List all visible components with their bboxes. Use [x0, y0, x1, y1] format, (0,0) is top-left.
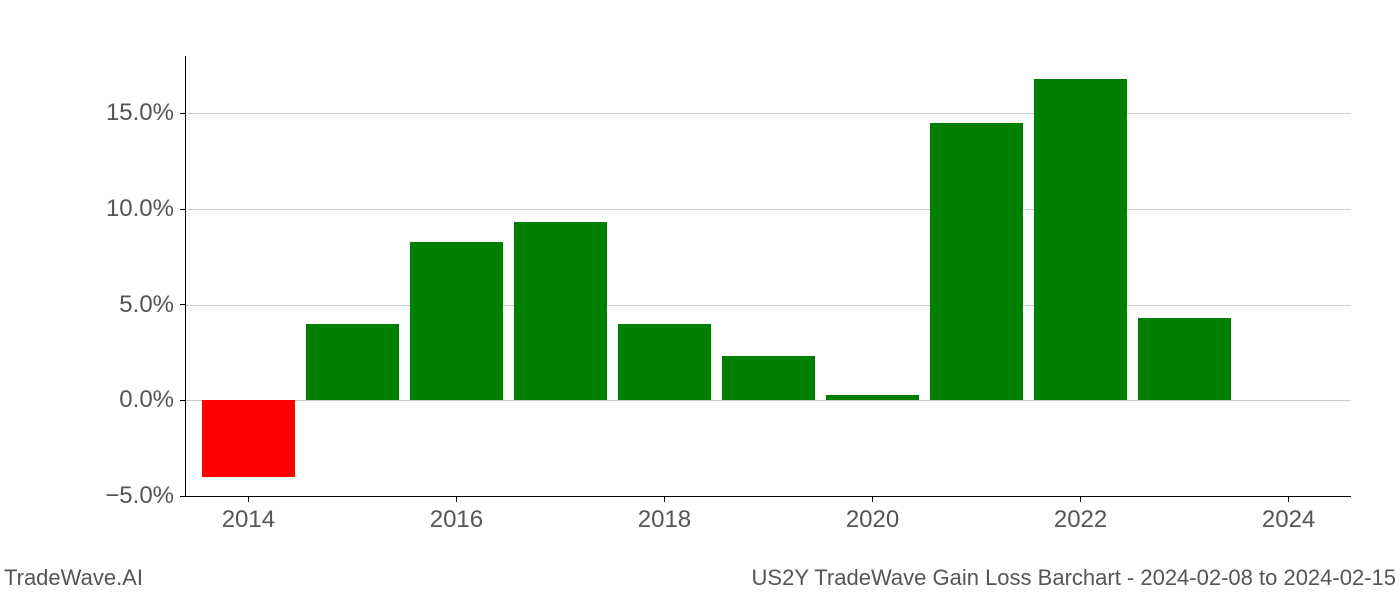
- y-axis-line: [185, 56, 186, 496]
- footer-left-text: TradeWave.AI: [4, 565, 143, 591]
- x-tick-label: 2014: [208, 506, 288, 534]
- plot-area: [186, 56, 1351, 496]
- bar: [1034, 79, 1128, 400]
- bar: [514, 222, 608, 400]
- x-tick-label: 2020: [833, 506, 913, 534]
- bar: [930, 123, 1024, 400]
- bar: [722, 356, 816, 400]
- x-tick-label: 2024: [1249, 506, 1329, 534]
- x-axis-line: [186, 496, 1351, 497]
- grid-line: [186, 113, 1351, 114]
- y-tick-label: 10.0%: [84, 195, 174, 223]
- bar: [826, 395, 920, 401]
- grid-line: [186, 305, 1351, 306]
- bar: [410, 242, 504, 401]
- bar: [618, 324, 712, 401]
- y-tick-label: 0.0%: [84, 386, 174, 414]
- chart-container: { "chart": { "type": "bar", "background_…: [0, 0, 1400, 600]
- grid-line: [186, 209, 1351, 210]
- y-tick-label: 5.0%: [84, 291, 174, 319]
- x-tick-label: 2018: [624, 506, 704, 534]
- x-tick-label: 2022: [1041, 506, 1121, 534]
- y-tick-label: −5.0%: [84, 482, 174, 510]
- footer-right-text: US2Y TradeWave Gain Loss Barchart - 2024…: [752, 565, 1396, 591]
- bar: [306, 324, 400, 401]
- grid-line: [186, 400, 1351, 401]
- y-tick-label: 15.0%: [84, 99, 174, 127]
- x-tick-label: 2016: [416, 506, 496, 534]
- bar: [202, 400, 296, 477]
- bar: [1138, 318, 1232, 400]
